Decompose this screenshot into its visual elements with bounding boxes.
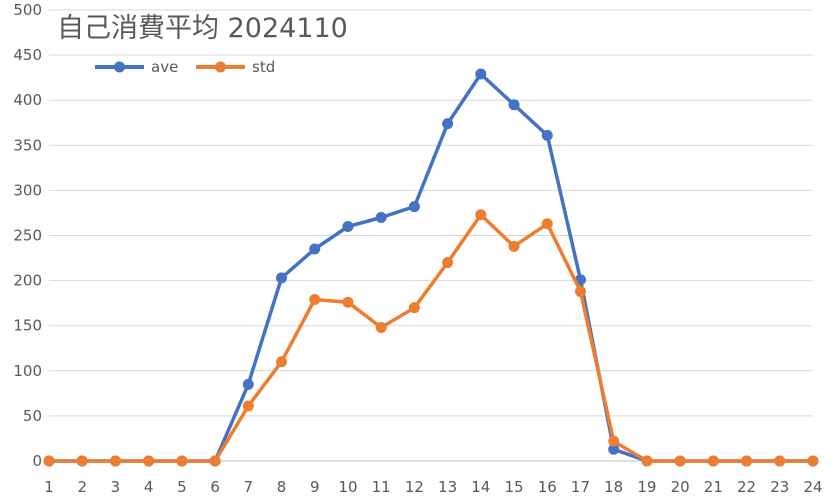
data-point-std-20 bbox=[674, 455, 686, 467]
data-point-std-10 bbox=[342, 296, 354, 308]
y-tick-label-300: 300 bbox=[13, 181, 42, 199]
legend-marker-std bbox=[215, 61, 226, 73]
data-point-std-22 bbox=[741, 455, 753, 467]
x-tick-label-1: 1 bbox=[44, 478, 54, 496]
x-tick-label-24: 24 bbox=[803, 478, 822, 496]
data-point-std-16 bbox=[541, 218, 553, 230]
y-tick-label-100: 100 bbox=[13, 362, 42, 380]
x-tick-label-16: 16 bbox=[538, 478, 557, 496]
data-point-ave-13 bbox=[442, 118, 454, 130]
x-tick-label-22: 22 bbox=[737, 478, 756, 496]
data-point-std-5 bbox=[176, 455, 188, 467]
legend-item-ave: ave bbox=[95, 58, 178, 76]
x-tick-label-6: 6 bbox=[210, 478, 220, 496]
x-tick-label-12: 12 bbox=[405, 478, 424, 496]
data-point-ave-7 bbox=[242, 378, 254, 390]
x-tick-label-2: 2 bbox=[77, 478, 87, 496]
data-point-std-13 bbox=[442, 257, 454, 269]
y-tick-label-450: 450 bbox=[13, 46, 42, 64]
x-tick-label-21: 21 bbox=[704, 478, 723, 496]
y-tick-label-400: 400 bbox=[13, 91, 42, 109]
data-point-ave-9 bbox=[309, 243, 321, 255]
data-point-std-2 bbox=[76, 455, 88, 467]
data-point-ave-8 bbox=[276, 272, 288, 284]
data-point-std-14 bbox=[475, 209, 487, 221]
data-point-std-3 bbox=[109, 455, 121, 467]
y-tick-label-150: 150 bbox=[13, 317, 42, 335]
data-point-std-4 bbox=[143, 455, 155, 467]
x-tick-label-18: 18 bbox=[604, 478, 623, 496]
y-tick-label-250: 250 bbox=[13, 227, 42, 245]
y-tick-label-500: 500 bbox=[13, 1, 42, 19]
x-tick-label-5: 5 bbox=[177, 478, 187, 496]
data-point-std-11 bbox=[375, 322, 387, 334]
series-ave bbox=[43, 68, 819, 467]
chart-title: 自己消費平均 2024110 bbox=[57, 13, 348, 44]
legend-marker-ave bbox=[114, 61, 125, 73]
x-axis-tick-labels: 1 2 3 4 5 6 7 8 9 10 11 12 13 14 15 16 17 18 19 20 21 22 23 24 bbox=[44, 478, 822, 496]
series-std bbox=[43, 209, 819, 467]
y-axis-tick-labels: 0 50 100 150 200 250 300 350 400 450 500 bbox=[13, 1, 42, 470]
data-point-std-17 bbox=[574, 285, 586, 297]
data-point-ave-15 bbox=[508, 99, 520, 111]
x-tick-label-11: 11 bbox=[372, 478, 391, 496]
x-tick-label-20: 20 bbox=[671, 478, 690, 496]
data-point-ave-11 bbox=[375, 211, 387, 223]
data-point-std-6 bbox=[209, 455, 221, 467]
x-tick-label-19: 19 bbox=[637, 478, 656, 496]
data-point-ave-18 bbox=[608, 443, 620, 455]
x-tick-label-9: 9 bbox=[310, 478, 320, 496]
data-point-ave-10 bbox=[342, 220, 354, 232]
data-point-std-15 bbox=[508, 240, 520, 252]
data-point-std-19 bbox=[641, 455, 653, 467]
data-point-ave-12 bbox=[408, 201, 420, 213]
y-tick-label-50: 50 bbox=[23, 407, 42, 425]
data-point-std-21 bbox=[707, 455, 719, 467]
data-point-std-9 bbox=[309, 294, 321, 306]
x-tick-label-15: 15 bbox=[504, 478, 523, 496]
y-tick-label-200: 200 bbox=[13, 272, 42, 290]
data-point-ave-14 bbox=[475, 68, 487, 80]
data-point-ave-16 bbox=[541, 129, 553, 141]
data-point-std-18 bbox=[608, 435, 620, 447]
x-tick-label-23: 23 bbox=[770, 478, 789, 496]
series-line-ave bbox=[47, 72, 815, 463]
legend-label-ave: ave bbox=[151, 58, 178, 76]
data-point-std-24 bbox=[807, 455, 819, 467]
data-point-std-8 bbox=[276, 356, 288, 368]
data-point-std-1 bbox=[43, 455, 55, 467]
data-point-std-12 bbox=[408, 302, 420, 314]
series-line-std bbox=[47, 213, 815, 463]
series-layer bbox=[43, 68, 819, 467]
x-tick-label-7: 7 bbox=[244, 478, 254, 496]
y-tick-label-350: 350 bbox=[13, 136, 42, 154]
y-tick-label-0: 0 bbox=[32, 452, 42, 470]
legend-item-std: std bbox=[196, 58, 275, 76]
data-point-std-23 bbox=[774, 455, 786, 467]
x-tick-label-4: 4 bbox=[144, 478, 154, 496]
x-tick-label-3: 3 bbox=[111, 478, 121, 496]
gridlines bbox=[49, 9, 813, 462]
legend: ave std bbox=[95, 58, 275, 76]
x-tick-label-10: 10 bbox=[338, 478, 357, 496]
legend-label-std: std bbox=[252, 58, 275, 76]
x-tick-label-14: 14 bbox=[471, 478, 490, 496]
x-tick-label-8: 8 bbox=[277, 478, 287, 496]
data-point-std-7 bbox=[242, 400, 254, 412]
x-tick-label-17: 17 bbox=[571, 478, 590, 496]
x-tick-label-13: 13 bbox=[438, 478, 457, 496]
